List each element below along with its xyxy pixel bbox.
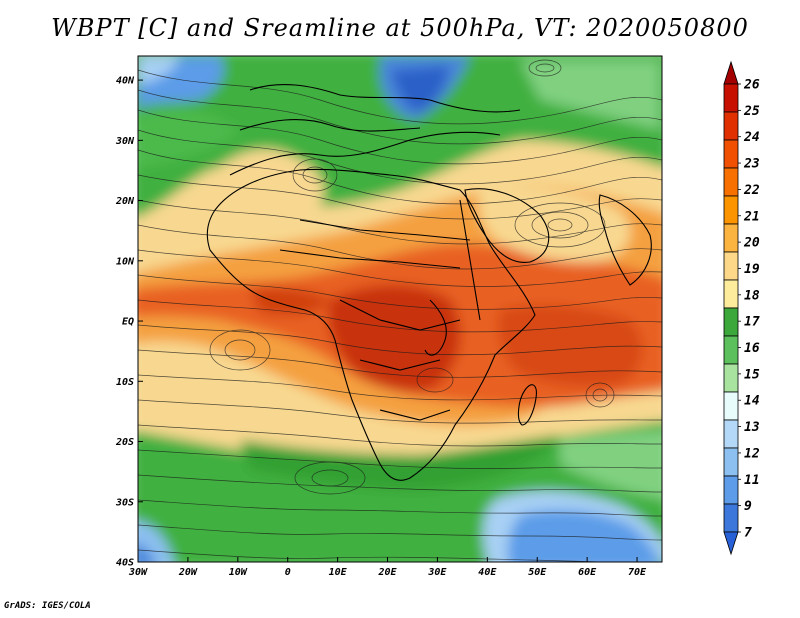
lon-label: 0 xyxy=(285,567,291,578)
colorbar-box xyxy=(723,223,739,253)
colorbar-label: 23 xyxy=(743,157,760,172)
colorbar-box xyxy=(723,111,739,141)
lon-label: 70E xyxy=(628,567,647,578)
lon-label: 10E xyxy=(329,567,348,578)
credit-text: GrADS: IGES/COLA xyxy=(4,601,91,611)
lon-label: 20E xyxy=(377,567,397,578)
lon-label: 30E xyxy=(427,567,447,578)
colorbar-box xyxy=(723,363,739,393)
colorbar-label: 24 xyxy=(743,130,760,145)
colorbar-box xyxy=(723,167,739,197)
lon-label: 40E xyxy=(478,567,497,578)
chart-title: WBPT [C] and Sreamline at 500hPa, VT: 20… xyxy=(51,14,749,42)
colorbar-label: 19 xyxy=(744,262,760,277)
lon-label: 20W xyxy=(178,567,198,578)
lat-label: EQ xyxy=(122,317,134,328)
lon-label: 60E xyxy=(578,567,597,578)
lat-label: 10N xyxy=(116,256,135,267)
lat-label: 30N xyxy=(115,136,135,147)
lat-label: 20S xyxy=(115,437,134,448)
colorbar-label: 20 xyxy=(743,236,760,251)
lat-label: 10S xyxy=(116,377,134,388)
wbpt-field xyxy=(138,56,662,562)
colorbar-label: 14 xyxy=(744,394,760,409)
plot-frame xyxy=(137,55,663,563)
lat-label: 20N xyxy=(115,196,135,207)
colorbar-label: 18 xyxy=(744,288,760,303)
colorbar-label: 7 xyxy=(744,526,752,541)
lat-label: 40S xyxy=(116,558,134,569)
colorbar: 26 25 24 23 22 21 20 19 18 17 16 15 14 13 12 11 9 7 xyxy=(723,60,760,556)
colorbar-label: 12 xyxy=(744,446,760,461)
lat-label: 30S xyxy=(115,497,134,508)
colorbar-box xyxy=(723,195,739,225)
colorbar-label: 11 xyxy=(744,473,760,488)
colorbar-label: 15 xyxy=(744,367,760,382)
colorbar-label: 16 xyxy=(744,341,760,356)
longitude-axis: 30W 20W 10W 0 10E 20E 30E 40E 50E 60E 70E xyxy=(128,557,647,578)
colorbar-label: 26 xyxy=(743,78,760,93)
colorbar-box xyxy=(723,251,739,281)
lon-label: 10W xyxy=(229,567,248,578)
colorbar-box xyxy=(723,391,739,421)
latitude-axis: 40N 30N 20N 10N EQ 10S 20S 30S 40S xyxy=(115,76,143,569)
colorbar-max-triangle xyxy=(723,60,739,85)
colorbar-label: 13 xyxy=(744,420,760,435)
colorbar-label: 22 xyxy=(743,183,760,198)
colorbar-label: 17 xyxy=(744,315,760,330)
lon-label: 30W xyxy=(128,567,148,578)
coastlines xyxy=(206,84,652,481)
colorbar-box xyxy=(723,419,739,449)
colorbar-box xyxy=(723,139,739,169)
colorbar-box xyxy=(723,335,739,365)
colorbar-label: 21 xyxy=(743,209,760,224)
colorbar-box xyxy=(723,503,739,533)
colorbar-label: 9 xyxy=(744,499,752,514)
colorbar-box xyxy=(723,279,739,309)
colorbar-box xyxy=(723,475,739,505)
colorbar-min-triangle xyxy=(723,531,739,556)
lon-label: 50E xyxy=(528,567,547,578)
colorbar-box xyxy=(723,307,739,337)
lat-label: 40N xyxy=(116,76,135,87)
colorbar-box xyxy=(723,83,739,113)
streamlines xyxy=(138,59,662,562)
colorbar-label: 25 xyxy=(743,104,760,119)
colorbar-box xyxy=(723,447,739,477)
